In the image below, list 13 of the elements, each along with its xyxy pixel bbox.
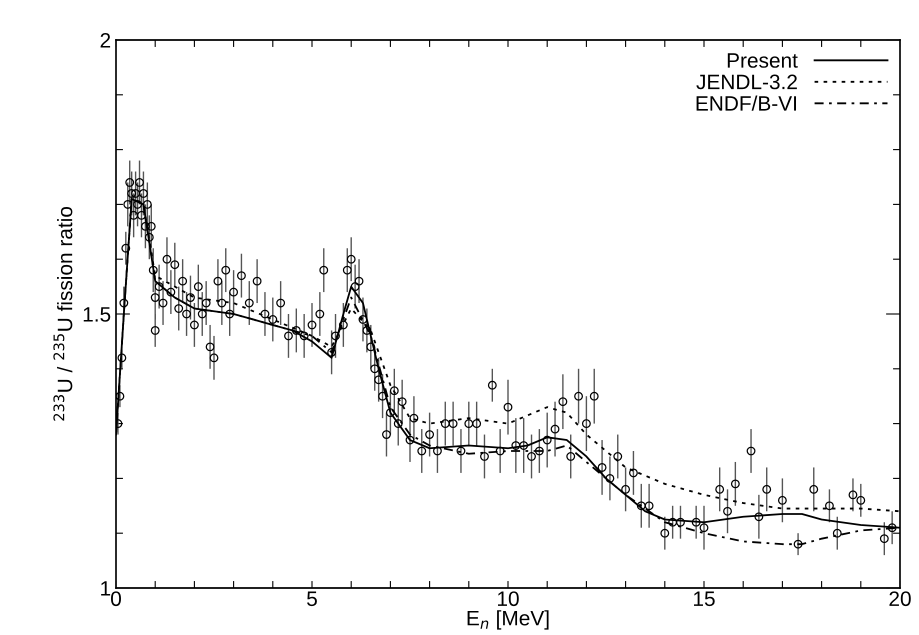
x-tick-label: 15 <box>694 592 715 606</box>
x-tick-label: 20 <box>889 591 911 606</box>
legend-label: ENDF/B-VI <box>696 96 796 111</box>
legend-label: Present <box>728 53 798 68</box>
legend-label: JENDL-3.2 <box>696 74 797 90</box>
x-tick-label: 5 <box>307 592 317 606</box>
x-tick-label: 0 <box>111 591 121 606</box>
y-tick-label: 2 <box>100 33 110 48</box>
y-tick-label: 1.5 <box>84 307 110 322</box>
x-tick-label: 10 <box>498 591 519 606</box>
y-tick-label: 1 <box>101 581 110 596</box>
y-axis-title: $^{233}$U / $^{235}$U fission ratio <box>53 206 72 421</box>
x-axis-title: E$_{n}$ [MeV] <box>468 610 549 630</box>
